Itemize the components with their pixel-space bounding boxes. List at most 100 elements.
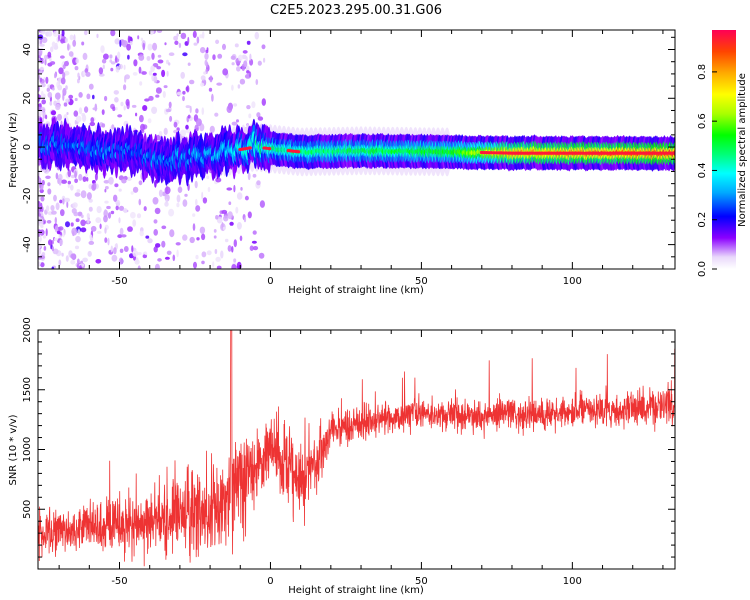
noise-cell [38,208,41,215]
noise-cell [78,107,83,115]
noise-cell [234,43,239,48]
noise-cell [95,217,102,224]
noise-cell [114,183,119,188]
noise-cell [81,41,85,46]
noise-cell [46,205,50,212]
noise-cell [64,197,71,203]
noise-cell [173,35,179,41]
noise-cell [74,178,78,184]
noise-cell [215,177,222,183]
noise-cell [88,206,93,212]
noise-cell [142,254,147,259]
noise-cell [256,112,261,118]
noise-cell [111,254,118,262]
noise-cell [201,107,205,115]
noise-cell [221,209,228,214]
noise-cell [182,95,185,102]
noise-cell [40,262,45,268]
noise-cell [118,63,124,70]
noise-cell [103,53,109,60]
noise-cell [242,50,248,54]
noise-cell [86,93,91,100]
noise-cell [222,43,226,51]
noise-cell [214,249,218,254]
noise-cell [241,54,247,60]
noise-cell [84,106,89,113]
y-tick-label: 1000 [22,437,33,462]
noise-cell [193,261,197,269]
noise-cell [115,107,118,111]
noise-cell [40,60,44,64]
noise-cell [74,119,77,125]
noise-cell [60,38,65,44]
noise-cell [169,229,175,238]
noise-cell [130,211,136,219]
x-tick-label: -50 [111,576,127,587]
x-tick-label: 100 [563,276,582,287]
noise-cell [62,232,65,238]
noise-cell [239,235,243,242]
noise-cell [138,66,142,74]
noise-cell [185,86,189,92]
noise-cell [119,248,124,253]
noise-cell [68,94,74,99]
noise-cell [233,239,237,248]
noise-cell [201,251,207,258]
noise-cell [60,209,65,217]
noise-cell [202,197,208,204]
noise-cell [152,72,157,76]
snr-panel: -50 0 50 100 500 1000 1500 2000 Height of strai… [8,317,676,596]
noise-cell [39,43,45,47]
noise-cell [168,101,172,109]
noise-cell [101,58,107,64]
spectrogram-heatmap [38,30,675,269]
noise-cell [144,98,150,102]
noise-cell [233,184,236,193]
noise-cell [104,227,107,234]
noise-cell [51,246,55,252]
noise-cell [63,102,68,107]
noise-cell [110,61,116,65]
noise-cell [146,56,151,61]
noise-cell [185,105,191,109]
noise-cell [124,75,127,83]
noise-cell [164,256,170,260]
noise-cell [65,221,70,228]
noise-cell [139,114,144,123]
noise-cell [222,68,229,76]
noise-cell [73,110,79,117]
noise-cell [123,84,127,91]
noise-cell [117,51,121,60]
noise-cell [54,217,57,224]
noise-cell [43,54,49,60]
noise-cell [82,257,88,263]
noise-cell [223,215,229,222]
colorbar: 0.0 0.2 0.4 0.6 0.8 Normalized spectral ampl… [697,30,748,277]
noise-cell [75,115,82,123]
noise-cell [49,57,52,62]
noise-cell [200,82,205,87]
noise-cell [82,176,87,183]
noise-cell [117,234,123,239]
noise-cell [131,104,137,108]
noise-cell [240,187,243,191]
noise-cell [216,82,223,86]
noise-cell [189,236,195,244]
noise-cell [138,180,143,186]
noise-cell [244,195,249,201]
noise-cell [38,261,41,266]
colorbar-tick-label: 0.0 [697,261,708,277]
noise-cell [64,37,68,43]
noise-cell [112,106,116,112]
noise-cell [201,233,206,241]
noise-cell [163,85,168,89]
noise-cell [176,194,181,203]
noise-cell [51,41,56,48]
noise-cell [41,206,44,213]
x-tick-label: -50 [111,276,127,287]
noise-cell [239,78,246,85]
y-tick-label: 40 [22,43,33,56]
noise-cell [75,218,80,223]
noise-cell [155,94,160,98]
noise-cell [228,201,232,205]
